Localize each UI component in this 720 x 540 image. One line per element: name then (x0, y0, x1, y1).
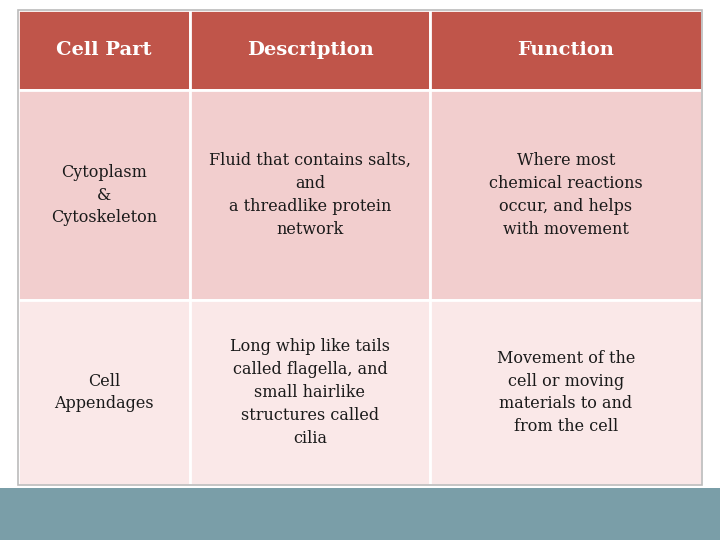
Text: Function: Function (518, 41, 614, 59)
Bar (430, 90, 702, 300)
Text: Cell
Appendages: Cell Appendages (54, 373, 154, 413)
Bar (430, 300, 702, 485)
Bar (190, 300, 430, 485)
Text: Cell Part: Cell Part (56, 41, 152, 59)
Text: Where most
chemical reactions
occur, and helps
with movement: Where most chemical reactions occur, and… (489, 152, 643, 238)
Bar (18, 90, 190, 300)
Text: Movement of the
cell or moving
materials to and
from the cell: Movement of the cell or moving materials… (497, 350, 635, 435)
Bar (190, 10, 430, 90)
Bar (18, 10, 702, 485)
Bar (0, 488, 720, 540)
Bar (18, 300, 190, 485)
Bar (430, 10, 702, 90)
Bar (190, 90, 430, 300)
Text: Description: Description (247, 41, 374, 59)
Text: Cytoplasm
&
Cytoskeleton: Cytoplasm & Cytoskeleton (51, 164, 157, 226)
Text: Long whip like tails
called flagella, and
small hairlike
structures called
cilia: Long whip like tails called flagella, an… (230, 338, 390, 447)
Bar (18, 10, 190, 90)
Text: Fluid that contains salts,
and
a threadlike protein
network: Fluid that contains salts, and a threadl… (209, 152, 411, 238)
